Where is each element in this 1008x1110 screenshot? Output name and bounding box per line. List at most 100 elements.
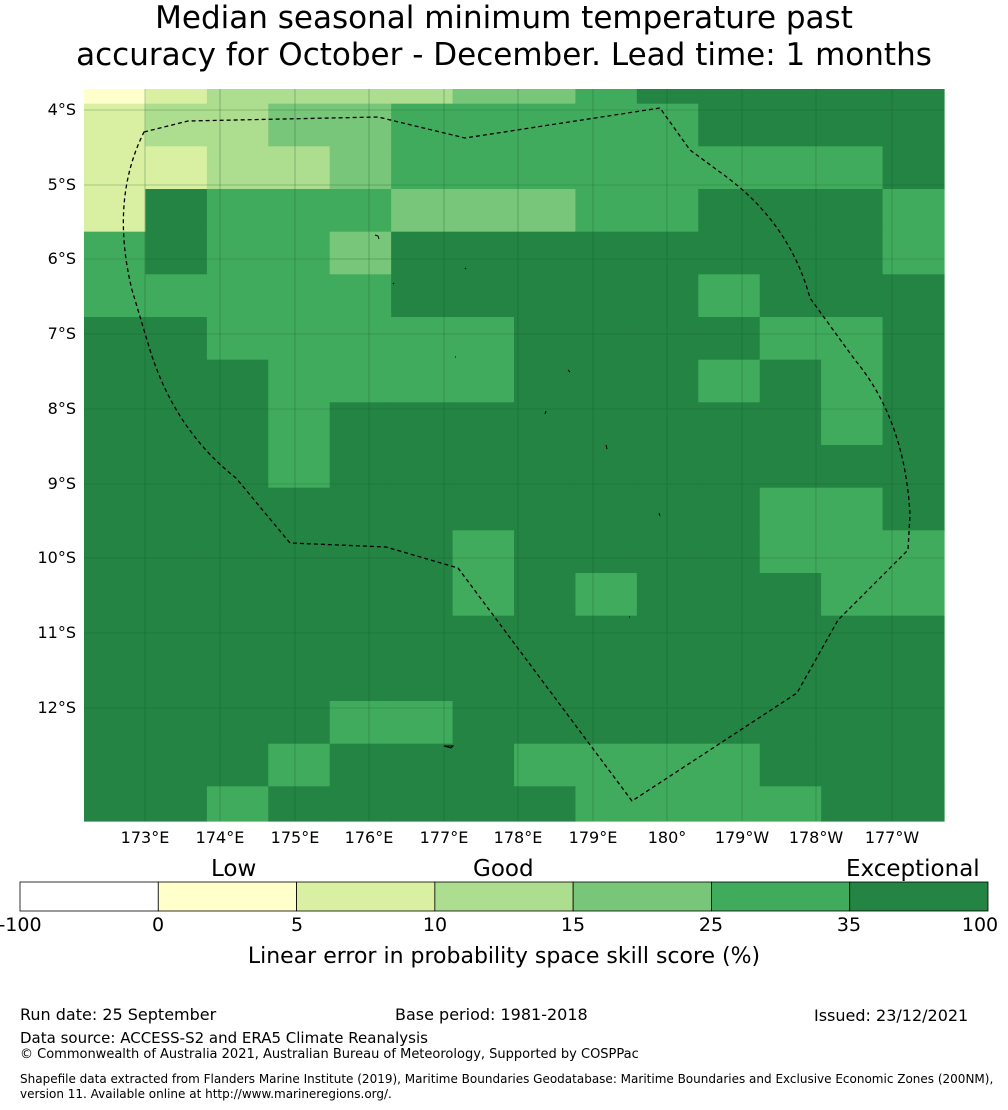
shapefile-credit: Shapefile data extracted from Flanders M… [20, 1072, 1008, 1102]
base-period: Base period: 1981-2018 [395, 1005, 588, 1024]
grid-cell [452, 743, 515, 787]
grid-cell [882, 146, 945, 190]
grid-cell [575, 274, 638, 318]
grid-cell [206, 658, 269, 702]
grid-cell [329, 359, 392, 403]
grid-cell [206, 274, 269, 318]
grid-cell [329, 786, 392, 822]
lon-label: 178°W [788, 828, 844, 847]
grid-cell [84, 701, 147, 745]
grid-cell [514, 701, 577, 745]
island [544, 410, 547, 415]
grid-cell [452, 487, 515, 531]
grid-cell [329, 402, 392, 446]
grid-cell [821, 89, 884, 105]
grid-cell [575, 445, 638, 489]
grid-cell [206, 89, 269, 105]
lat-label: 4°S [47, 100, 76, 119]
grid-cell [268, 189, 331, 233]
grid-cell [452, 701, 515, 745]
grid-cell [698, 487, 761, 531]
grid-cell [84, 274, 147, 318]
grid-cell [514, 402, 577, 446]
grid-cell [206, 743, 269, 787]
grid-cell [268, 743, 331, 787]
colorbar-tick: 25 [698, 914, 724, 936]
grid-cell [636, 743, 699, 787]
colorbar-segment [296, 881, 436, 912]
grid-cell [145, 359, 208, 403]
grid-cell [268, 231, 331, 275]
grid-cell [698, 89, 761, 105]
grid-cell [575, 359, 638, 403]
colorbar-title: Linear error in probability space skill … [247, 944, 761, 969]
grid-cell [329, 146, 392, 190]
grid-cell [84, 231, 147, 275]
grid-cell [698, 103, 761, 147]
grid-cell [329, 103, 392, 147]
lat-label: 6°S [47, 249, 76, 268]
grid-cell [145, 573, 208, 617]
grid-cell [84, 402, 147, 446]
lon-label: 174°E [195, 828, 245, 847]
grid-cell [391, 573, 454, 617]
grid-cell [391, 615, 454, 659]
grid-cell [391, 487, 454, 531]
grid-cell [514, 786, 577, 822]
grid-cell [514, 530, 577, 574]
colorbar-segment [849, 881, 989, 912]
lon-label: 175°E [270, 828, 320, 847]
grid-cell [759, 786, 822, 822]
lon-label: 176°E [344, 828, 394, 847]
title-line-1: Median seasonal minimum temperature past [155, 0, 853, 36]
grid-cell [268, 615, 331, 659]
grid-cell [821, 317, 884, 361]
colorbar-segment [711, 881, 851, 912]
grid-cell [145, 445, 208, 489]
grid-cell [759, 573, 822, 617]
data-source: Data source: ACCESS-S2 and ERA5 Climate … [20, 1029, 428, 1047]
shapefile-credit-line-1: Shapefile data extracted from Flanders M… [20, 1072, 994, 1086]
grid-cell [268, 530, 331, 574]
grid-cell [514, 359, 577, 403]
grid-cell [821, 445, 884, 489]
island [567, 369, 571, 373]
grid-cell [145, 743, 208, 787]
grid-cell [145, 274, 208, 318]
grid-cell [698, 743, 761, 787]
grid-cell [636, 359, 699, 403]
lon-label: 180° [647, 828, 687, 847]
grid-cell [391, 402, 454, 446]
grid-cell [821, 786, 884, 822]
grid-cell [145, 530, 208, 574]
grid-cell [575, 317, 638, 361]
grid-cell [636, 615, 699, 659]
grid-cell [821, 658, 884, 702]
colorbar-segment [572, 881, 712, 912]
island [658, 512, 661, 517]
grid-cell [514, 231, 577, 275]
lon-label: 177°W [864, 828, 920, 847]
grid-cell [145, 103, 208, 147]
grid-cell [821, 359, 884, 403]
grid-cell [145, 189, 208, 233]
grid-cell [206, 317, 269, 361]
grid-cell [575, 402, 638, 446]
grid-cell [882, 658, 945, 702]
grid-cell [759, 615, 822, 659]
colorbar-segment [19, 881, 159, 912]
grid-cell [821, 402, 884, 446]
grid-cell [821, 103, 884, 147]
grid-cell [636, 701, 699, 745]
lon-label: 178°E [493, 828, 543, 847]
shapefile-credit-line-2: version 11. Available online at http://w… [20, 1087, 392, 1101]
grid-cell [452, 402, 515, 446]
grid-cell [145, 317, 208, 361]
grid-cell [329, 530, 392, 574]
grid-cell [882, 189, 945, 233]
grid-cell [145, 786, 208, 822]
island [605, 444, 608, 450]
grid-cell [821, 573, 884, 617]
grid-cell [452, 146, 515, 190]
